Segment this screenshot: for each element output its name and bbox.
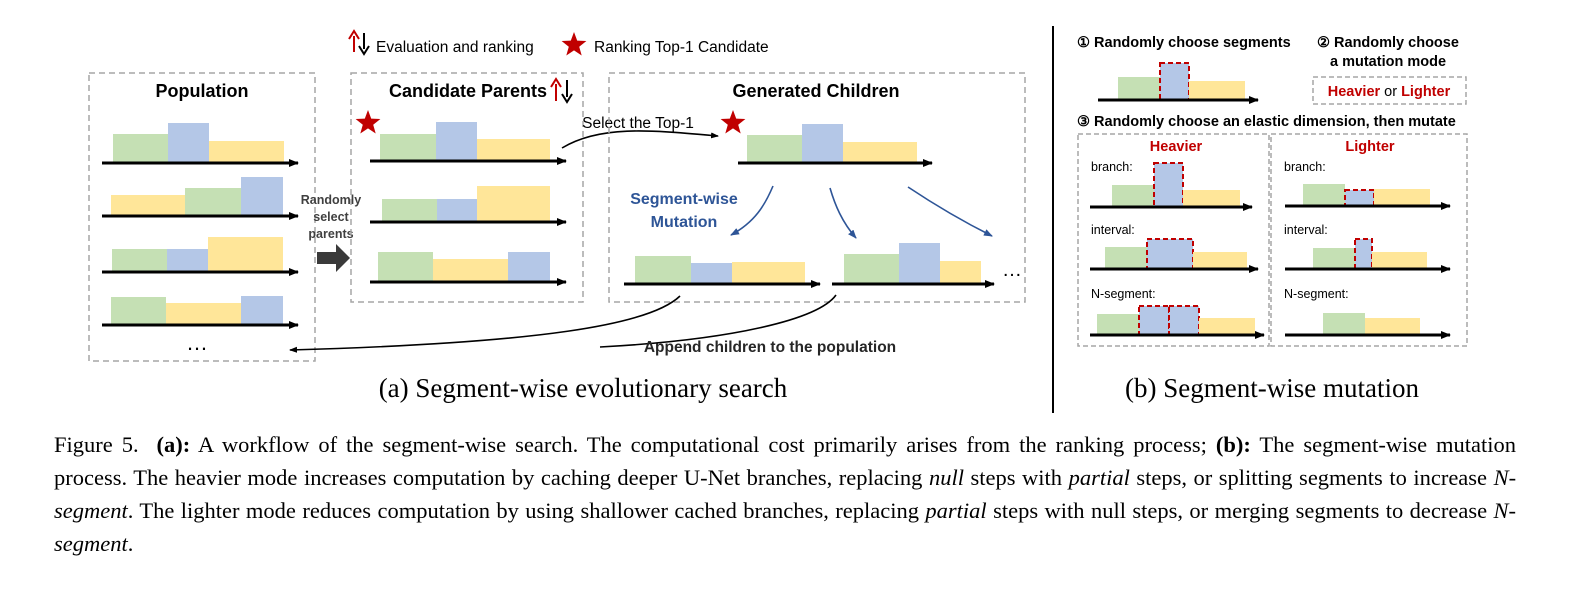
caption-null-word: null bbox=[928, 465, 964, 490]
population-ellipsis: … bbox=[186, 330, 208, 355]
caption-nseg-word-2: N-segment bbox=[54, 498, 1517, 556]
lighter-interval-example bbox=[1285, 238, 1451, 273]
random-select-label-3: parents bbox=[308, 227, 353, 241]
caption-partial-word-2: partial bbox=[925, 498, 987, 523]
children-title: Generated Children bbox=[732, 81, 899, 101]
heavier-title: Heavier bbox=[1150, 139, 1203, 155]
candidate-row-1 bbox=[370, 122, 567, 165]
population-row-1 bbox=[102, 123, 299, 167]
mode-heavier: Heavier bbox=[1328, 84, 1381, 100]
children-ellipsis: … bbox=[1002, 259, 1022, 281]
caption-prefix: Figure 5. bbox=[54, 432, 139, 457]
mutation-label-2: Mutation bbox=[651, 214, 718, 231]
step2-label-2: a mutation mode bbox=[1330, 54, 1446, 70]
caption-a-label: (a): bbox=[156, 432, 191, 457]
append-arrow-2 bbox=[599, 294, 837, 348]
population-row-3 bbox=[102, 237, 299, 276]
caption-b-text1: The segment-wise mutation process. The h… bbox=[54, 432, 1517, 490]
heavier-branch-example bbox=[1090, 162, 1253, 211]
heavier-nsegment-label: N-segment: bbox=[1091, 287, 1156, 301]
heavier-interval-example bbox=[1090, 238, 1259, 273]
mode-or: or bbox=[1384, 84, 1397, 100]
figure-canvas: Evaluation and ranking Ranking Top-1 Can… bbox=[88, 26, 1468, 413]
random-select-label-2: select bbox=[313, 210, 349, 224]
candidate-row-3 bbox=[370, 252, 567, 286]
lighter-branch-label: branch: bbox=[1284, 160, 1326, 174]
step3-label: ③ Randomly choose an elastic dimension, … bbox=[1077, 114, 1456, 130]
step2-label-1: ② Randomly choose bbox=[1317, 35, 1459, 51]
caption-b-text5: steps with null steps, or merging segmen… bbox=[993, 498, 1488, 523]
population-row-2 bbox=[102, 177, 299, 220]
caption-b-text2: steps with bbox=[970, 465, 1063, 490]
caption-b-text6: . bbox=[127, 531, 134, 556]
child-row-2 bbox=[832, 243, 995, 288]
figure-caption: Figure 5. (a): A workflow of the segment… bbox=[54, 428, 1516, 560]
lighter-box bbox=[1270, 133, 1468, 347]
children-box bbox=[608, 72, 1026, 303]
mutation-arrow-2 bbox=[829, 187, 857, 239]
caption-partial-word: partial bbox=[1068, 465, 1130, 490]
subcaption-a: (a) Segment-wise evolutionary search bbox=[379, 373, 788, 403]
select-top1-label: Select the Top-1 bbox=[582, 115, 694, 132]
children-star-icon bbox=[720, 110, 746, 134]
step1-label: ① Randomly choose segments bbox=[1077, 35, 1291, 51]
legend-star-text: Ranking Top-1 Candidate bbox=[594, 39, 769, 56]
population-row-4 bbox=[102, 296, 299, 329]
lighter-branch-example bbox=[1285, 184, 1451, 210]
lighter-nsegment-label: N-segment: bbox=[1284, 287, 1349, 301]
mode-lighter: Lighter bbox=[1401, 84, 1450, 100]
mutation-arrow-1 bbox=[730, 185, 774, 236]
subcaption-b: (b) Segment-wise mutation bbox=[1125, 373, 1419, 403]
candidate-row-2 bbox=[370, 186, 567, 226]
append-label: Append children to the population bbox=[644, 339, 896, 356]
lighter-interval-label: interval: bbox=[1284, 223, 1328, 237]
child-row-1 bbox=[624, 256, 821, 288]
lighter-title: Lighter bbox=[1345, 139, 1394, 155]
legend-eval-text: Evaluation and ranking bbox=[376, 39, 534, 56]
legend: Evaluation and ranking Ranking Top-1 Can… bbox=[348, 29, 769, 56]
caption-b-label: (b): bbox=[1215, 432, 1251, 457]
append-arrow bbox=[289, 295, 681, 353]
star-icon bbox=[561, 32, 587, 56]
random-select-label-1: Randomly bbox=[301, 193, 361, 207]
population-box bbox=[88, 72, 316, 362]
heavier-branch-label: branch: bbox=[1091, 160, 1133, 174]
step1-example bbox=[1098, 62, 1259, 104]
heavier-nsegment-example bbox=[1090, 305, 1265, 339]
candidate-rank-arrows-icon bbox=[550, 77, 573, 104]
caption-b-text4: . The lighter mode reduces computation b… bbox=[127, 498, 919, 523]
candidate-star-icon bbox=[355, 110, 381, 134]
mutation-label-1: Segment-wise bbox=[630, 191, 738, 208]
candidate-title: Candidate Parents bbox=[389, 81, 547, 101]
population-title: Population bbox=[156, 81, 249, 101]
mutation-arrow-3 bbox=[907, 186, 993, 237]
lighter-nsegment-example bbox=[1285, 313, 1451, 339]
heavier-box bbox=[1077, 133, 1270, 347]
caption-b-text3: steps, or splitting segments to increase bbox=[1136, 465, 1488, 490]
caption-a-text: A workflow of the segment-wise search. T… bbox=[197, 432, 1207, 457]
select-top1-arrow bbox=[561, 130, 719, 149]
mode-text: Heavier or Lighter bbox=[1328, 84, 1451, 100]
candidate-box bbox=[350, 72, 584, 303]
select-arrow-icon bbox=[317, 244, 350, 272]
top1-child bbox=[738, 124, 933, 167]
mode-box bbox=[1312, 76, 1467, 105]
heavier-interval-label: interval: bbox=[1091, 223, 1135, 237]
eval-rank-arrows-icon bbox=[348, 29, 370, 56]
caption-nseg-word: N-segment bbox=[54, 465, 1517, 523]
